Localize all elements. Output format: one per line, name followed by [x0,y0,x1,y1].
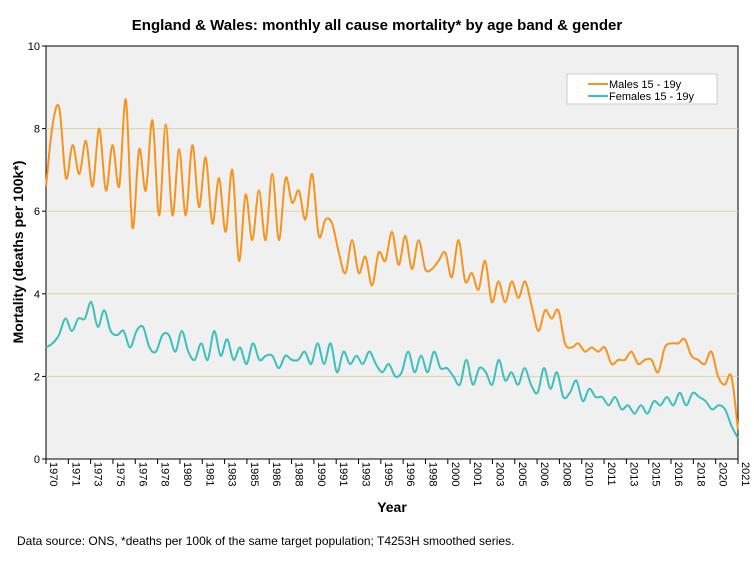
x-tick-label: 1991 [337,462,349,486]
x-tick-label: 2018 [694,462,706,486]
y-tick-label: 10 [28,41,40,53]
x-tick-label: 2015 [650,462,662,486]
x-tick-label: 2010 [583,462,595,486]
x-tick-label: 1971 [69,462,81,486]
x-tick-label: 2021 [739,462,751,486]
y-axis-label: Mortality (deaths per 100k*) [10,161,26,344]
x-tick-label: 1988 [293,462,305,486]
x-tick-label: 1981 [203,462,215,486]
x-tick-label: 1996 [404,462,416,486]
mortality-chart: England & Wales: monthly all cause morta… [10,17,751,515]
x-tick-label: 1990 [315,462,327,486]
y-tick-label: 0 [34,454,40,466]
x-tick-label: 1975 [114,462,126,486]
chart-title: England & Wales: monthly all cause morta… [132,17,623,34]
x-tick-label: 2005 [516,462,528,486]
series-line-males [45,98,739,431]
x-tick-label: 2008 [560,462,572,486]
x-tick-label: 2003 [493,462,505,486]
y-tick-label: 2 [34,371,40,383]
series-line-females [45,301,739,439]
y-tick-label: 6 [34,206,40,218]
x-tick-label: 2000 [449,462,461,486]
x-tick-label: 1976 [136,462,148,486]
x-axis-label: Year [377,499,407,515]
x-tick-label: 2006 [538,462,550,486]
y-tick-label: 4 [34,289,40,301]
data-source-note: Data source: ONS, *deaths per 100k of th… [17,534,515,548]
x-tick-label: 1986 [270,462,282,486]
legend-label: Females 15 - 19y [609,91,694,103]
x-tick-label: 1995 [382,462,394,486]
x-tick-label: 1983 [226,462,238,486]
x-tick-label: 1973 [92,462,104,486]
legend-label: Males 15 - 19y [609,79,682,91]
x-tick-label: 2020 [717,462,729,486]
x-tick-label: 2001 [471,462,483,486]
x-tick-label: 2016 [672,462,684,486]
x-tick-label: 1970 [47,462,59,486]
x-tick-label: 1978 [159,462,171,486]
y-tick-label: 8 [34,124,40,136]
x-tick-label: 1993 [360,462,372,486]
x-tick-label: 1998 [426,462,438,486]
x-tick-label: 2013 [627,462,639,486]
x-tick-label: 2011 [605,462,617,486]
plot-area [45,45,739,460]
x-tick-label: 1985 [248,462,260,486]
x-tick-label: 1980 [181,462,193,486]
